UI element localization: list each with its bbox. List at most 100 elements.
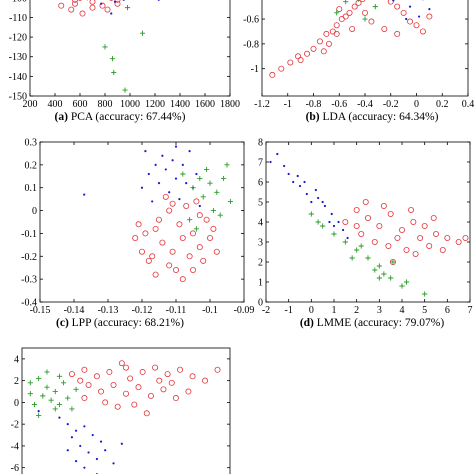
fifth-point-circle: [185, 388, 192, 395]
lmme-point-circle: [358, 230, 365, 237]
lpp-point-circle: [169, 248, 176, 255]
lda-point-circle: [333, 22, 340, 29]
lmme-point-dot: [292, 180, 295, 184]
fifth-point-plus: [52, 406, 58, 412]
lmme-xtick-label: 6: [445, 305, 450, 316]
lpp-xtick-label: -0.15: [30, 305, 51, 316]
lmme-point-circle: [421, 222, 428, 229]
lmme-ytick-label: 8: [258, 138, 263, 149]
lpp-point-plus: [210, 207, 216, 214]
pca-point-plus: [109, 56, 116, 62]
pca-point-plus: [124, 5, 131, 11]
lda-point-circle: [329, 28, 336, 35]
lpp-ytick-label: 0.3: [25, 138, 38, 149]
lda-point-circle: [295, 53, 302, 60]
lmme-point-circle: [410, 218, 417, 225]
lda-point-circle: [368, 18, 375, 25]
fifth-point-dot: [66, 449, 69, 452]
lpp-point-circle: [159, 239, 166, 246]
fifth-point-circle: [81, 366, 88, 373]
fifth-point-dot: [58, 416, 61, 419]
pca-xtick-label: 400: [48, 99, 63, 110]
lda-point-circle: [278, 65, 285, 72]
fifth-points: [27, 360, 221, 474]
pca-xtick-label: 200: [23, 99, 38, 110]
lda-point-circle: [413, 22, 420, 29]
lmme-point-plus: [315, 219, 321, 225]
lmme-point-circle: [394, 234, 401, 241]
lmme-point-dot: [332, 224, 336, 228]
lda-point-circle: [338, 16, 345, 23]
lpp-ytick-label: -0.2: [21, 252, 37, 263]
lpp-point-plus: [204, 166, 210, 173]
lda-point-circle: [269, 71, 276, 78]
lpp-point-plus: [197, 175, 203, 182]
lpp-point-circle: [196, 212, 203, 219]
lmme-point-circle: [439, 246, 446, 253]
lpp-points: [83, 145, 233, 283]
lpp-xtick-label: -0.13: [98, 305, 119, 316]
pca-point-circle: [114, 0, 121, 3]
fifth-point-plus: [31, 401, 38, 408]
lda-point-circle: [325, 40, 332, 47]
pca-point-plus: [139, 30, 146, 36]
lmme-point-dot: [317, 196, 320, 200]
fifth-point-plus: [44, 384, 50, 390]
lpp-point-plus: [214, 189, 220, 195]
lmme-point-dot: [298, 184, 302, 188]
lmme-point-dot: [305, 192, 308, 196]
fifth-point-dot: [112, 462, 115, 465]
lpp-xtick-label: -0.09: [234, 305, 255, 316]
lmme-point-circle: [432, 230, 439, 237]
lmme-point-dot: [330, 212, 333, 216]
pca-point-circle: [89, 0, 96, 5]
lda-ytick-label: -0.4: [243, 0, 259, 1]
lmme-point-plus: [354, 247, 360, 253]
fifth-ytick-label: 4: [14, 354, 19, 365]
lmme-point-plus: [403, 279, 410, 285]
lda-xtick-label: -0.2: [383, 99, 399, 110]
lpp-point-circle: [189, 266, 196, 273]
fifth-ytick-label: 0: [14, 398, 19, 409]
fifth-point-circle: [123, 364, 130, 371]
lda-xtick-label: -0.8: [306, 99, 322, 110]
lda-point-circle: [381, 25, 388, 32]
fifth-point-circle: [123, 390, 130, 397]
lmme-point-dot: [283, 164, 286, 168]
lmme-point-circle: [462, 234, 469, 241]
fifth-point-plus: [36, 375, 42, 382]
lda-point-plus: [334, 10, 340, 16]
fifth-panel: 4 2 0 -2 -4 -6: [11, 347, 231, 474]
lmme-point-dot: [341, 228, 345, 232]
lmme-point-dot: [321, 200, 324, 204]
lpp-point-circle: [183, 202, 190, 209]
lpp-point-circle: [206, 234, 213, 241]
fifth-point-circle: [139, 368, 146, 375]
fifth-point-plus: [36, 412, 42, 419]
fifth-point-circle: [189, 373, 196, 380]
lpp-point-circle: [155, 216, 162, 223]
fifth-point-circle: [147, 392, 154, 399]
fifth-point-circle: [172, 395, 179, 402]
lmme-point-circle: [417, 234, 424, 241]
lda-point-circle: [351, 3, 358, 10]
pca-ytick-label: -150: [9, 92, 27, 103]
lpp-point-dot: [181, 163, 184, 166]
pca-xtick-label: 1800: [220, 99, 240, 110]
lpp-xtick-label: -0.12: [132, 305, 153, 316]
lda-caption-letter: (b): [306, 111, 320, 123]
lpp-point-circle: [203, 216, 210, 223]
lpp-point-circle: [169, 200, 176, 207]
lda-point-dot: [417, 15, 421, 18]
pca-xtick-label: 1200: [145, 99, 165, 110]
lda-caption-text: LDA (accuracy: 64.34%): [320, 111, 439, 123]
lpp-point-dot: [174, 145, 178, 148]
pca-xtick-label: 600: [73, 99, 88, 110]
lda-point-circle: [323, 30, 330, 37]
lpp-ytick-label: 0: [32, 206, 37, 217]
lda-point-circle: [394, 30, 401, 37]
pca-point-circle: [72, 0, 78, 3]
lmme-axes-box: [265, 141, 471, 303]
fifth-point-plus: [44, 369, 50, 375]
lda-point-circle: [333, 30, 340, 37]
